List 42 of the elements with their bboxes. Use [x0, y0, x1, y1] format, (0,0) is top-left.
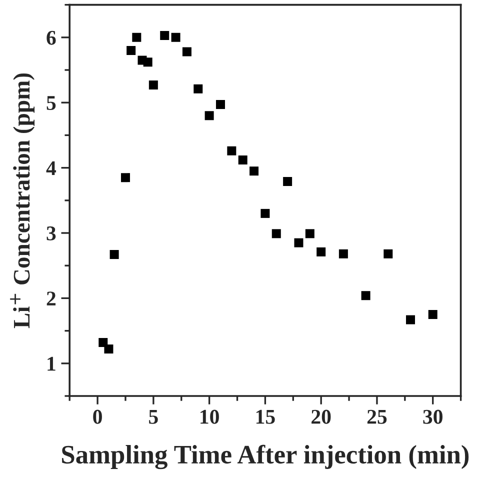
y-tick-label: 5 [46, 96, 56, 110]
point [338, 249, 348, 258]
point [143, 58, 152, 67]
point [194, 84, 203, 94]
point [182, 47, 192, 56]
point [160, 30, 170, 40]
point [110, 250, 119, 260]
x-tick-label: 20 [312, 410, 331, 424]
point [361, 291, 370, 300]
x-axis-title: Sampling Time After injection (min) [62, 444, 469, 470]
x-tick-label: 15 [256, 410, 275, 424]
point [250, 166, 259, 176]
x-tick-label: 0 [93, 410, 102, 424]
point [171, 32, 180, 42]
point [148, 80, 158, 90]
y-tick-label: 1 [48, 356, 56, 371]
y-tick-label: 6 [46, 30, 56, 45]
point [316, 247, 326, 256]
y-tick-label: 4 [46, 161, 56, 176]
x-tick-label: 5 [149, 410, 158, 424]
point [384, 249, 393, 258]
x-tick-label: 10 [200, 410, 219, 424]
point [272, 229, 281, 238]
point [132, 32, 142, 42]
y-axis-title: Li$^{+}$ Concentration (ppm) [10, 73, 35, 328]
point [260, 208, 270, 218]
point [126, 46, 136, 55]
point [294, 238, 304, 248]
point [238, 155, 248, 164]
point [428, 310, 438, 319]
point [104, 344, 114, 354]
point [204, 111, 214, 120]
point [120, 173, 130, 182]
x-tick-label: 25 [367, 410, 387, 424]
point [227, 146, 236, 156]
point [283, 176, 292, 186]
point [406, 315, 416, 324]
x-tick-label: 30 [423, 410, 442, 424]
point [216, 100, 225, 110]
y-tick-label: 2 [46, 292, 56, 306]
point [305, 229, 314, 238]
y-tick-label: 3 [46, 226, 56, 240]
